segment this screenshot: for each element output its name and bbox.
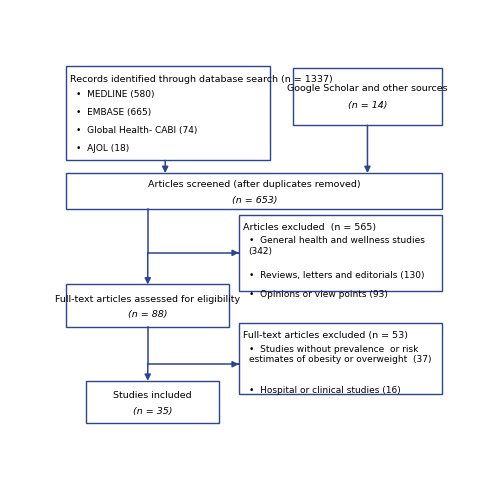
Text: (n = 88): (n = 88) (128, 310, 168, 319)
Text: Full-text articles excluded (n = 53): Full-text articles excluded (n = 53) (242, 330, 408, 339)
Text: Articles excluded  (n = 565): Articles excluded (n = 565) (242, 222, 376, 231)
Text: Articles screened (after duplicates removed): Articles screened (after duplicates remo… (148, 180, 360, 189)
Text: •  MEDLINE (580): • MEDLINE (580) (76, 90, 154, 99)
Text: (n = 14): (n = 14) (348, 101, 388, 110)
Text: (n = 653): (n = 653) (232, 195, 277, 204)
Bar (66, 285, 229, 327)
Bar (293, 69, 442, 126)
Text: (n = 35): (n = 35) (133, 406, 172, 415)
Bar (66, 67, 270, 161)
Text: •  Hospital or clinical studies (16): • Hospital or clinical studies (16) (248, 385, 400, 395)
Bar (239, 324, 442, 394)
Text: •  EMBASE (665): • EMBASE (665) (76, 108, 152, 117)
Bar (86, 381, 220, 423)
Text: •  General health and wellness studies
(342): • General health and wellness studies (3… (248, 236, 424, 255)
Text: Records identified through database search (n = 1337): Records identified through database sear… (70, 75, 333, 84)
Text: •  Opinions or view points (93): • Opinions or view points (93) (248, 290, 388, 299)
Text: •  Global Health- CABI (74): • Global Health- CABI (74) (76, 126, 198, 134)
Bar (239, 216, 442, 291)
Text: Studies included: Studies included (114, 390, 192, 399)
Text: Google Scholar and other sources: Google Scholar and other sources (288, 84, 448, 93)
Text: •  AJOL (18): • AJOL (18) (76, 144, 130, 152)
Text: Full-text articles assessed for eligibility: Full-text articles assessed for eligibil… (55, 294, 240, 303)
Bar (66, 174, 442, 210)
Text: •  Reviews, letters and editorials (130): • Reviews, letters and editorials (130) (248, 271, 424, 279)
Text: •  Studies without prevalence  or risk
estimates of obesity or overweight  (37): • Studies without prevalence or risk est… (248, 344, 431, 363)
